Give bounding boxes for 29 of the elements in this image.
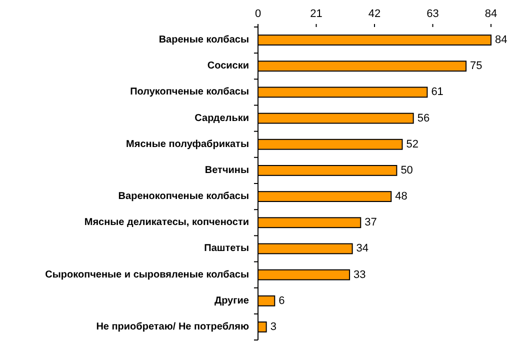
y-tick-label: Вареные колбасы bbox=[158, 34, 249, 46]
data-label: 3 bbox=[270, 320, 276, 333]
data-label: 33 bbox=[354, 268, 366, 281]
data-label: 84 bbox=[495, 34, 508, 46]
data-label: 48 bbox=[395, 190, 408, 203]
data-label: 6 bbox=[278, 294, 285, 307]
y-tick-label: Паштеты bbox=[204, 243, 249, 254]
x-tick-label: 42 bbox=[368, 8, 381, 20]
x-tick-label: 63 bbox=[426, 8, 439, 20]
data-label: 50 bbox=[400, 164, 413, 176]
y-tick-label: Мясные деликатесы, копчености bbox=[84, 217, 249, 228]
data-label: 61 bbox=[431, 86, 444, 98]
y-tick-label: Варенокопченые колбасы bbox=[118, 191, 249, 202]
data-label: 52 bbox=[406, 138, 418, 150]
x-tick-label: 84 bbox=[484, 8, 498, 20]
x-tick-label: 0 bbox=[254, 8, 262, 20]
data-label: 56 bbox=[417, 112, 430, 124]
y-tick-label: Другие bbox=[214, 295, 250, 306]
y-tick-label: Ветчины bbox=[204, 164, 249, 176]
y-tick-label: Полукопченые колбасы bbox=[130, 86, 249, 98]
data-label: 34 bbox=[356, 242, 369, 255]
y-tick-label: Мясные полуфабрикаты bbox=[126, 138, 249, 150]
y-tick-label: Сардельки bbox=[194, 112, 249, 124]
y-tick-label: Не приобретаю/ Не потребляю bbox=[96, 321, 250, 332]
data-label: 75 bbox=[470, 60, 482, 72]
y-tick-label: Сосиски bbox=[207, 60, 249, 72]
y-tick-label: Сырокопченые и сыровяленые колбасы bbox=[45, 269, 249, 280]
x-tick-label: 21 bbox=[310, 8, 322, 20]
data-label: 37 bbox=[364, 216, 377, 229]
